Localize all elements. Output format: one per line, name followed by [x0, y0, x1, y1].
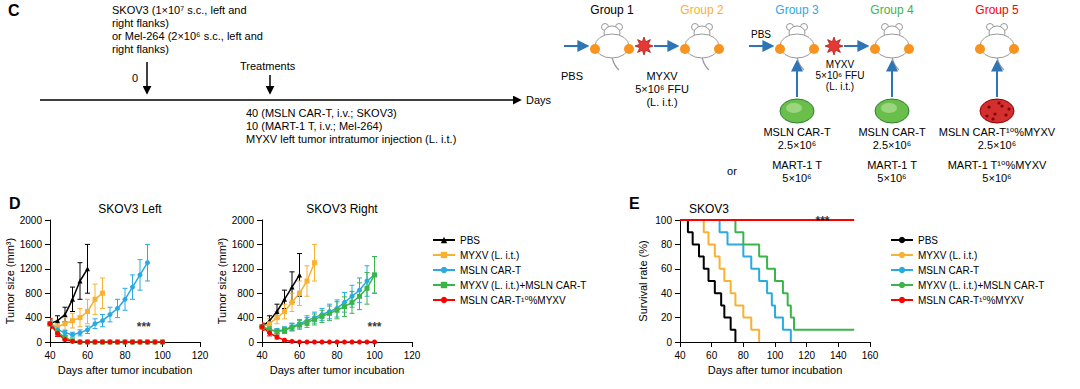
svg-text:MYXV (L. i.t.): MYXV (L. i.t.)	[460, 250, 519, 261]
svg-text:120: 120	[798, 350, 815, 361]
svg-text:10 (MART-1 T, i.v.; Mel-264): 10 (MART-1 T, i.v.; Mel-264)	[246, 120, 382, 132]
svg-text:20: 20	[661, 312, 673, 323]
svg-text:2000: 2000	[232, 215, 255, 226]
svg-text:2.5×10⁶: 2.5×10⁶	[778, 139, 816, 151]
svg-text:Group 4: Group 4	[870, 3, 914, 17]
svg-text:40: 40	[661, 288, 673, 299]
svg-text:or Mel-264 (2×10⁶ s.c., left a: or Mel-264 (2×10⁶ s.c., left and	[112, 30, 263, 42]
svg-text:E: E	[629, 195, 640, 212]
svg-text:60: 60	[706, 350, 718, 361]
svg-text:MSLN CAR-T¹⁰%MYXV: MSLN CAR-T¹⁰%MYXV	[918, 295, 1024, 306]
svg-text:100: 100	[767, 350, 784, 361]
svg-text:PBS: PBS	[561, 70, 583, 82]
svg-text:60: 60	[294, 350, 306, 361]
svg-text:5×10⁶ FFU: 5×10⁶ FFU	[635, 83, 689, 95]
svg-text:2.5×10⁶: 2.5×10⁶	[978, 139, 1016, 151]
svg-text:60: 60	[661, 263, 673, 274]
svg-text:2000: 2000	[20, 215, 43, 226]
svg-text:C: C	[8, 2, 20, 19]
svg-text:Group 1: Group 1	[590, 3, 634, 17]
svg-text:or: or	[727, 165, 737, 177]
svg-text:140: 140	[830, 350, 847, 361]
svg-text:***: ***	[367, 320, 381, 334]
svg-text:right flanks): right flanks)	[112, 43, 169, 55]
svg-text:Treatments: Treatments	[240, 60, 296, 72]
svg-text:800: 800	[25, 288, 42, 299]
svg-text:SKOV3 Left: SKOV3 Left	[98, 202, 162, 216]
svg-text:100: 100	[154, 350, 171, 361]
svg-text:40: 40	[256, 350, 268, 361]
svg-text:Tumor size (mm³): Tumor size (mm³)	[216, 238, 228, 324]
svg-text:Days after tumor incubation: Days after tumor incubation	[708, 364, 843, 376]
svg-text:MYXV left tumor intratumor inj: MYXV left tumor intratumor injection (L.…	[246, 133, 456, 145]
svg-text:PBS: PBS	[918, 235, 938, 246]
svg-text:Group 3: Group 3	[775, 3, 819, 17]
svg-text:(L. i.t.): (L. i.t.)	[646, 96, 677, 108]
svg-text:MYXV (L. i.t.)+MSLN CAR-T: MYXV (L. i.t.)+MSLN CAR-T	[918, 280, 1044, 291]
svg-text:MYXV (L. i.t.): MYXV (L. i.t.)	[918, 250, 977, 261]
svg-text:1600: 1600	[20, 239, 43, 250]
svg-text:MSLN CAR-T: MSLN CAR-T	[918, 265, 979, 276]
svg-text:***: ***	[815, 214, 829, 228]
svg-text:5×10⁶: 5×10⁶	[877, 172, 906, 184]
svg-text:MSLN CAR-T¹⁰%MYXV: MSLN CAR-T¹⁰%MYXV	[460, 295, 566, 306]
svg-text:MSLN CAR-T: MSLN CAR-T	[858, 126, 926, 138]
svg-text:(L. i.t.): (L. i.t.)	[826, 81, 854, 92]
svg-text:400: 400	[237, 312, 254, 323]
svg-text:MART-1 T: MART-1 T	[772, 159, 822, 171]
svg-text:120: 120	[192, 350, 209, 361]
svg-text:80: 80	[738, 350, 750, 361]
svg-text:MYXV: MYXV	[826, 59, 855, 70]
svg-text:MART-1 T: MART-1 T	[867, 159, 917, 171]
svg-text:60: 60	[82, 350, 94, 361]
svg-text:Group 5: Group 5	[975, 3, 1019, 17]
svg-text:1200: 1200	[20, 263, 43, 274]
svg-text:Days: Days	[526, 94, 552, 106]
svg-text:0: 0	[132, 72, 138, 84]
svg-text:Days after tumor incubation: Days after tumor incubation	[270, 364, 405, 376]
svg-text:400: 400	[25, 312, 42, 323]
svg-text:0: 0	[248, 337, 254, 348]
svg-text:D: D	[9, 195, 21, 212]
svg-text:Group 2: Group 2	[680, 3, 724, 17]
svg-text:5×10⁶: 5×10⁶	[982, 172, 1011, 184]
svg-text:Days after tumor incubation: Days after tumor incubation	[58, 364, 193, 376]
svg-text:PBS: PBS	[460, 235, 480, 246]
svg-text:40 (MSLN CAR-T, i.v.; SKOV3): 40 (MSLN CAR-T, i.v.; SKOV3)	[246, 107, 397, 119]
svg-text:100: 100	[366, 350, 383, 361]
svg-text:SKOV3 Right: SKOV3 Right	[306, 202, 378, 216]
svg-text:100: 100	[655, 215, 672, 226]
svg-text:MART-1 T¹⁰%MYXV: MART-1 T¹⁰%MYXV	[948, 159, 1047, 171]
svg-text:1200: 1200	[232, 263, 255, 274]
svg-text:800: 800	[237, 288, 254, 299]
svg-text:40: 40	[44, 350, 56, 361]
svg-text:Tumor size (mm³): Tumor size (mm³)	[4, 238, 16, 324]
svg-text:MYXV: MYXV	[646, 70, 678, 82]
svg-text:MSLN CAR-T: MSLN CAR-T	[763, 126, 831, 138]
svg-text:5×10⁶ FFU: 5×10⁶ FFU	[816, 70, 865, 81]
svg-text:0: 0	[666, 337, 672, 348]
svg-text:Survival rate (%): Survival rate (%)	[637, 240, 649, 321]
svg-text:right flanks): right flanks)	[112, 17, 169, 29]
svg-text:SKOV3 (1×10⁷ s.c., left and: SKOV3 (1×10⁷ s.c., left and	[112, 4, 247, 16]
svg-text:160: 160	[862, 350, 879, 361]
svg-text:SKOV3: SKOV3	[689, 202, 729, 216]
svg-text:80: 80	[661, 239, 673, 250]
svg-text:***: ***	[137, 320, 151, 334]
svg-text:5×10⁶: 5×10⁶	[782, 172, 811, 184]
svg-text:0: 0	[36, 337, 42, 348]
svg-text:MSLN CAR-T¹⁰%MYXV: MSLN CAR-T¹⁰%MYXV	[939, 126, 1056, 138]
svg-text:MYXV (L. i.t.)+MSLN CAR-T: MYXV (L. i.t.)+MSLN CAR-T	[460, 280, 586, 291]
svg-text:40: 40	[674, 350, 686, 361]
svg-text:PBS: PBS	[751, 29, 771, 40]
svg-text:120: 120	[404, 350, 421, 361]
svg-text:MSLN CAR-T: MSLN CAR-T	[460, 265, 521, 276]
svg-text:80: 80	[119, 350, 131, 361]
svg-text:1600: 1600	[232, 239, 255, 250]
svg-text:2.5×10⁶: 2.5×10⁶	[873, 139, 911, 151]
svg-text:80: 80	[331, 350, 343, 361]
